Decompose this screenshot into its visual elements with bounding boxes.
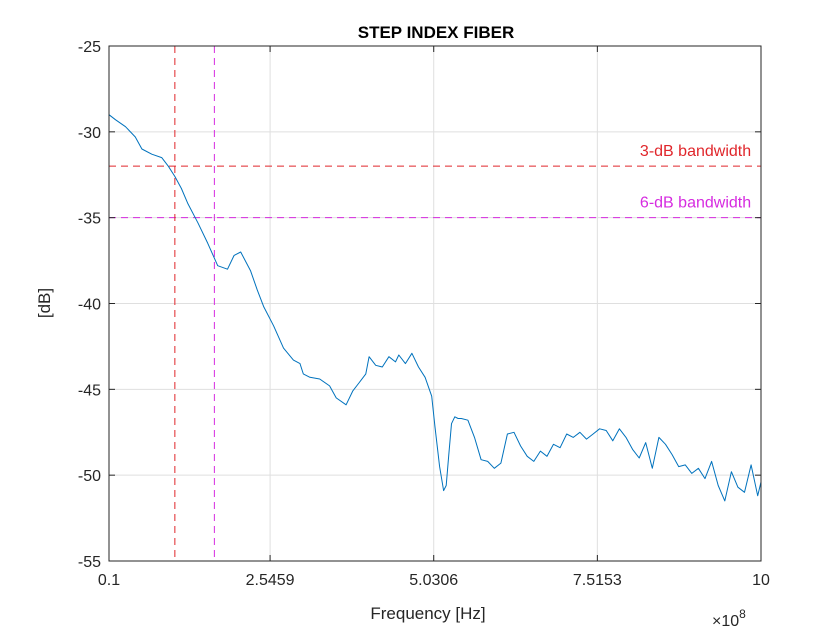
x-axis-label: Frequency [Hz] xyxy=(370,604,485,623)
x-exponent-base: ×10 xyxy=(712,613,739,630)
y-axis-label: [dB] xyxy=(35,288,54,318)
grid xyxy=(108,45,762,562)
y-tick-label: -55 xyxy=(78,554,101,571)
x-tick-label: 5.0306 xyxy=(409,572,458,589)
x-tick-label: 10 xyxy=(752,572,770,589)
x-tick-label: 0.1 xyxy=(98,572,120,589)
bandwidth-annotation: 6-dB bandwidth xyxy=(640,194,751,211)
y-tick-label: -30 xyxy=(78,125,101,142)
chart-title: STEP INDEX FIBER xyxy=(358,23,515,42)
series-line xyxy=(108,114,762,502)
annotations: 3-dB bandwidth 6-dB bandwidth xyxy=(640,143,751,212)
reference-lines xyxy=(109,46,761,561)
x-exponent-label: ×108 xyxy=(712,607,746,630)
y-tick-label: -50 xyxy=(78,468,101,485)
y-tick-label: -25 xyxy=(78,39,101,56)
y-axis-ticks: -25 -30 -35 -40 -45 -50 -55 xyxy=(78,39,761,571)
y-tick-label: -40 xyxy=(78,297,101,314)
x-exponent-power: 8 xyxy=(739,607,746,621)
x-axis-ticks: 0.1 2.5459 5.0306 7.5153 10 xyxy=(98,46,770,589)
x-tick-label: 7.5153 xyxy=(573,572,622,589)
y-tick-label: -45 xyxy=(78,382,101,399)
y-tick-label: -35 xyxy=(78,211,101,228)
x-tick-label: 2.5459 xyxy=(246,572,295,589)
plot-lines xyxy=(108,114,762,502)
bandwidth-annotation: 3-dB bandwidth xyxy=(640,143,751,160)
